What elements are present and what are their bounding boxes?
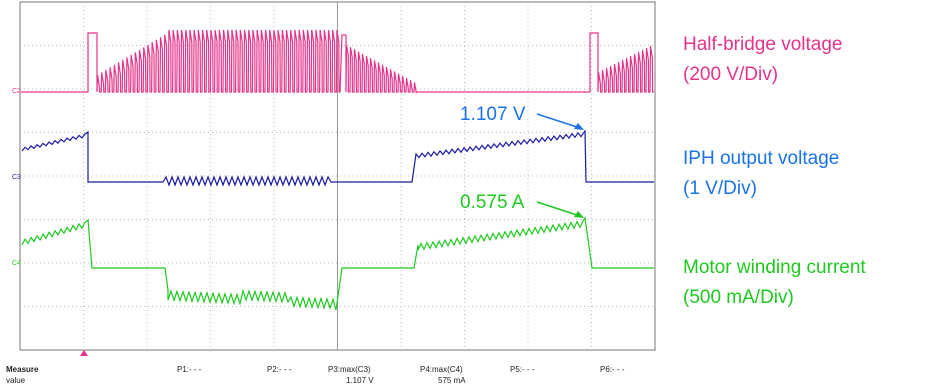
measure-slot-value: 575 mA <box>438 376 466 385</box>
legend-name: IPH output voltage <box>683 148 839 169</box>
measure-slots: P1:- - - P2:- - - P3:max(C3) 1.107 V P4:max(… <box>177 365 625 385</box>
legend-name: Motor winding current <box>683 257 866 278</box>
measure-slot-name: P1:- - - <box>177 365 202 374</box>
measure-slot-name: P3:max(C3) <box>328 365 371 374</box>
measure-slot-name: P2:- - - <box>267 365 292 374</box>
legend-name: Half-bridge voltage <box>683 34 842 55</box>
legend-scale: (200 V/Div) <box>683 64 778 85</box>
measure-slot-value: 1.107 V <box>346 376 374 385</box>
annotation: 0.575 A <box>460 192 525 213</box>
measure-slot-name: P4:max(C4) <box>420 365 463 374</box>
channel-tag: C3 <box>12 174 21 181</box>
trigger-marker <box>80 350 88 356</box>
measure-slot-name: P6:- - - <box>600 365 625 374</box>
scope-capture: C2 C3 C4 1.107 V 0.575 A Half-bridge vol… <box>0 0 931 388</box>
measure-slot-name: P5:- - - <box>510 365 535 374</box>
measure-title: Measure <box>6 365 39 374</box>
channel-tag: C4 <box>12 260 21 267</box>
legend-scale: (500 mA/Div) <box>683 287 794 308</box>
legend-scale: (1 V/Div) <box>683 178 757 199</box>
annotation: 1.107 V <box>460 104 526 125</box>
measure-row-label: value <box>6 376 26 385</box>
channel-tag: C2 <box>12 88 21 95</box>
